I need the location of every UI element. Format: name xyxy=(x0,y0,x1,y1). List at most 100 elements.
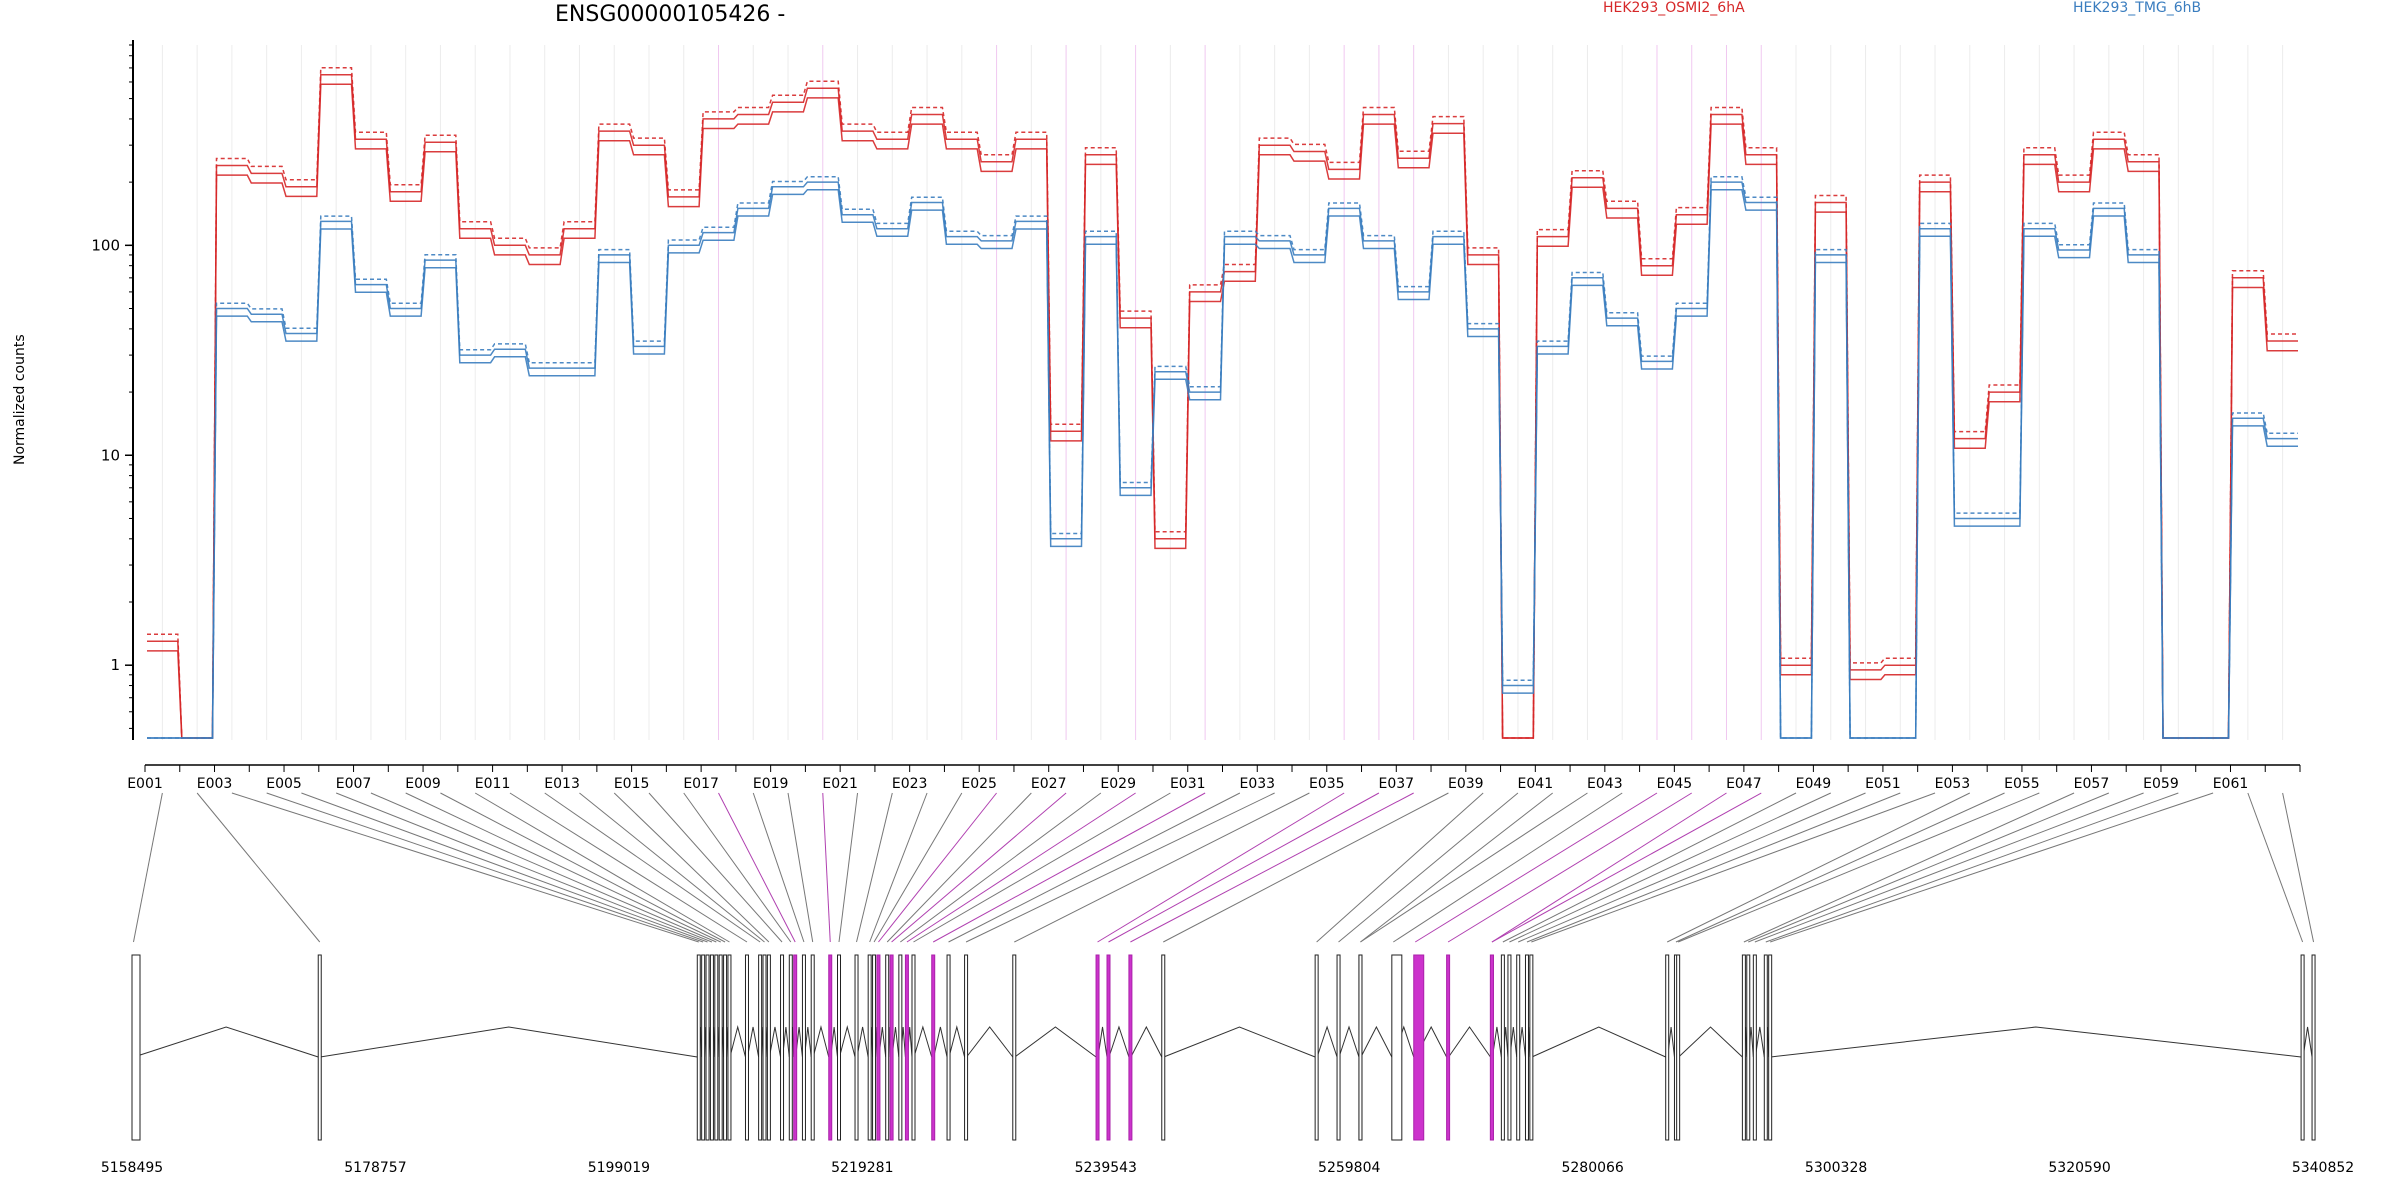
series-line-osmi2 xyxy=(147,83,2298,739)
exon-box xyxy=(1336,954,1341,1141)
exon-label: E027 xyxy=(1031,776,1067,792)
exon-connector xyxy=(878,792,997,943)
exon-label: E045 xyxy=(1657,776,1693,792)
y-tick-label: 10 xyxy=(101,446,120,464)
exon-box xyxy=(727,954,732,1141)
exon-connector xyxy=(1130,792,1414,943)
intron-connector xyxy=(768,1026,782,1058)
y-tick-label: 1 xyxy=(110,656,120,674)
exon-connector xyxy=(891,792,1067,943)
exon-connector xyxy=(1163,792,1449,943)
exon-connector xyxy=(1677,792,2040,943)
exon-connector xyxy=(1014,792,1310,943)
genomic-tick-label: 5320590 xyxy=(2048,1160,2110,1176)
exon-connector xyxy=(913,792,1171,943)
exon-connector xyxy=(1754,792,2144,943)
exon-label: E013 xyxy=(544,776,580,792)
intron-connector xyxy=(1678,1026,1743,1058)
exon-box xyxy=(889,954,894,1141)
exon-connector xyxy=(405,792,721,943)
intron-connector xyxy=(1163,1026,1316,1058)
genomic-tick-label: 5178757 xyxy=(344,1160,406,1176)
legend-osmi2: HEK293_OSMI2_6hA xyxy=(1603,0,1745,16)
exon-box xyxy=(885,954,890,1141)
intron-connector xyxy=(913,1025,933,1058)
exon-connector xyxy=(1531,792,1936,943)
exon-connector xyxy=(906,792,1136,943)
exon-label: E017 xyxy=(683,776,719,792)
genomic-tick-label: 5219281 xyxy=(831,1160,893,1176)
exon-connector xyxy=(856,792,893,943)
exon-box xyxy=(1413,954,1425,1141)
exon-label: E021 xyxy=(822,776,858,792)
exon-connector xyxy=(1393,792,1623,943)
exon-box xyxy=(1500,954,1505,1141)
exon-box xyxy=(898,954,903,1141)
exon-box xyxy=(828,954,833,1141)
exon-label: E049 xyxy=(1796,776,1832,792)
exon-connector xyxy=(1414,792,1658,943)
exon-box xyxy=(1763,954,1768,1141)
exon-connector xyxy=(2282,792,2315,943)
series-line-osmi2 xyxy=(147,66,2298,739)
exon-box xyxy=(696,954,701,1141)
exon-box xyxy=(1676,954,1681,1141)
exon-connector xyxy=(266,792,704,943)
exon-box xyxy=(788,954,793,1141)
exon-box xyxy=(1529,954,1534,1141)
exon-connector xyxy=(886,792,1032,943)
exon-box xyxy=(1746,954,1751,1141)
exon-connector xyxy=(822,792,831,943)
exon-box xyxy=(1128,954,1133,1141)
exon-box xyxy=(946,954,951,1141)
exon-connector xyxy=(1360,792,1588,943)
exon-connector xyxy=(1108,792,1380,943)
exon-label: E003 xyxy=(197,776,233,792)
exon-box xyxy=(723,954,728,1141)
exon-box xyxy=(793,954,798,1141)
exon-connector xyxy=(683,792,792,943)
legend-tmg: HEK293_TMG_6hB xyxy=(2073,0,2202,16)
exon-connector xyxy=(1743,792,2075,943)
exon-box xyxy=(2311,954,2316,1141)
exon-label: E033 xyxy=(1239,776,1275,792)
genomic-tick-label: 5158495 xyxy=(101,1160,163,1176)
exon-label: E023 xyxy=(892,776,928,792)
exon-label: E009 xyxy=(405,776,441,792)
exon-label: E039 xyxy=(1448,776,1484,792)
exon-connector xyxy=(873,792,963,943)
exon-label: E051 xyxy=(1865,776,1901,792)
exon-connector xyxy=(948,792,1241,943)
exon-box xyxy=(1489,954,1494,1141)
exon-connector xyxy=(1491,792,1727,943)
exon-connector xyxy=(544,792,761,943)
exon-label: E029 xyxy=(1100,776,1136,792)
exon-label: E035 xyxy=(1309,776,1345,792)
exon-label: E059 xyxy=(2143,776,2179,792)
exon-box xyxy=(317,954,322,1141)
exon-label: E007 xyxy=(336,776,372,792)
exon-box xyxy=(758,954,763,1141)
exon-box xyxy=(780,954,785,1141)
exon-label: E015 xyxy=(614,776,650,792)
exon-connector xyxy=(1509,792,1831,943)
exon-connector xyxy=(1491,792,1762,943)
chart-title: ENSG00000105426 - xyxy=(555,2,786,27)
exon-box xyxy=(867,954,872,1141)
exon-box xyxy=(911,954,916,1141)
intron-connector xyxy=(839,1025,856,1058)
exon-label: E057 xyxy=(2074,776,2110,792)
exon-connector xyxy=(579,792,765,943)
exon-box xyxy=(762,954,767,1141)
exon-box xyxy=(1768,954,1773,1141)
exon-box xyxy=(837,954,842,1141)
exon-box xyxy=(1106,954,1111,1141)
intron-connector xyxy=(966,1026,1014,1058)
intron-connector xyxy=(933,1026,948,1058)
exon-label: E019 xyxy=(753,776,789,792)
exon-connector xyxy=(900,792,1102,943)
exon-connector xyxy=(1518,792,1866,943)
exon-label: E025 xyxy=(961,776,997,792)
exon-connector xyxy=(509,792,748,943)
exon-box xyxy=(1741,954,1746,1141)
